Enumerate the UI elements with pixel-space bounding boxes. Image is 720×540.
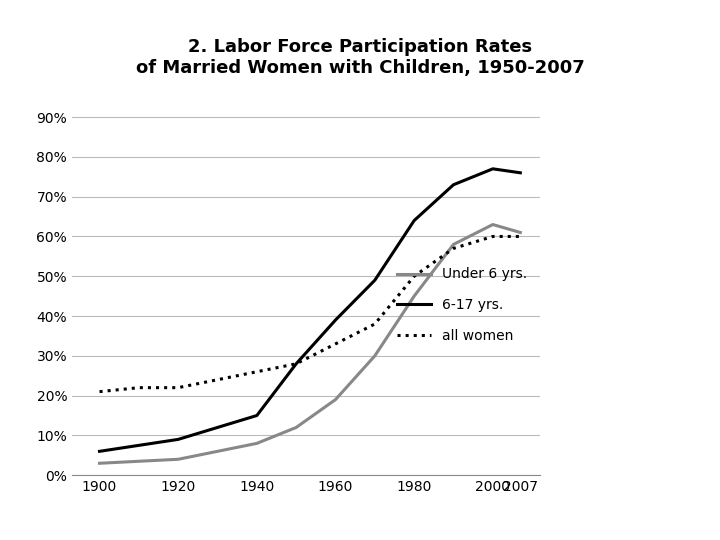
- Text: 2. Labor Force Participation Rates
of Married Women with Children, 1950-2007: 2. Labor Force Participation Rates of Ma…: [135, 38, 585, 77]
- Legend: Under 6 yrs., 6-17 yrs., all women: Under 6 yrs., 6-17 yrs., all women: [391, 262, 533, 348]
